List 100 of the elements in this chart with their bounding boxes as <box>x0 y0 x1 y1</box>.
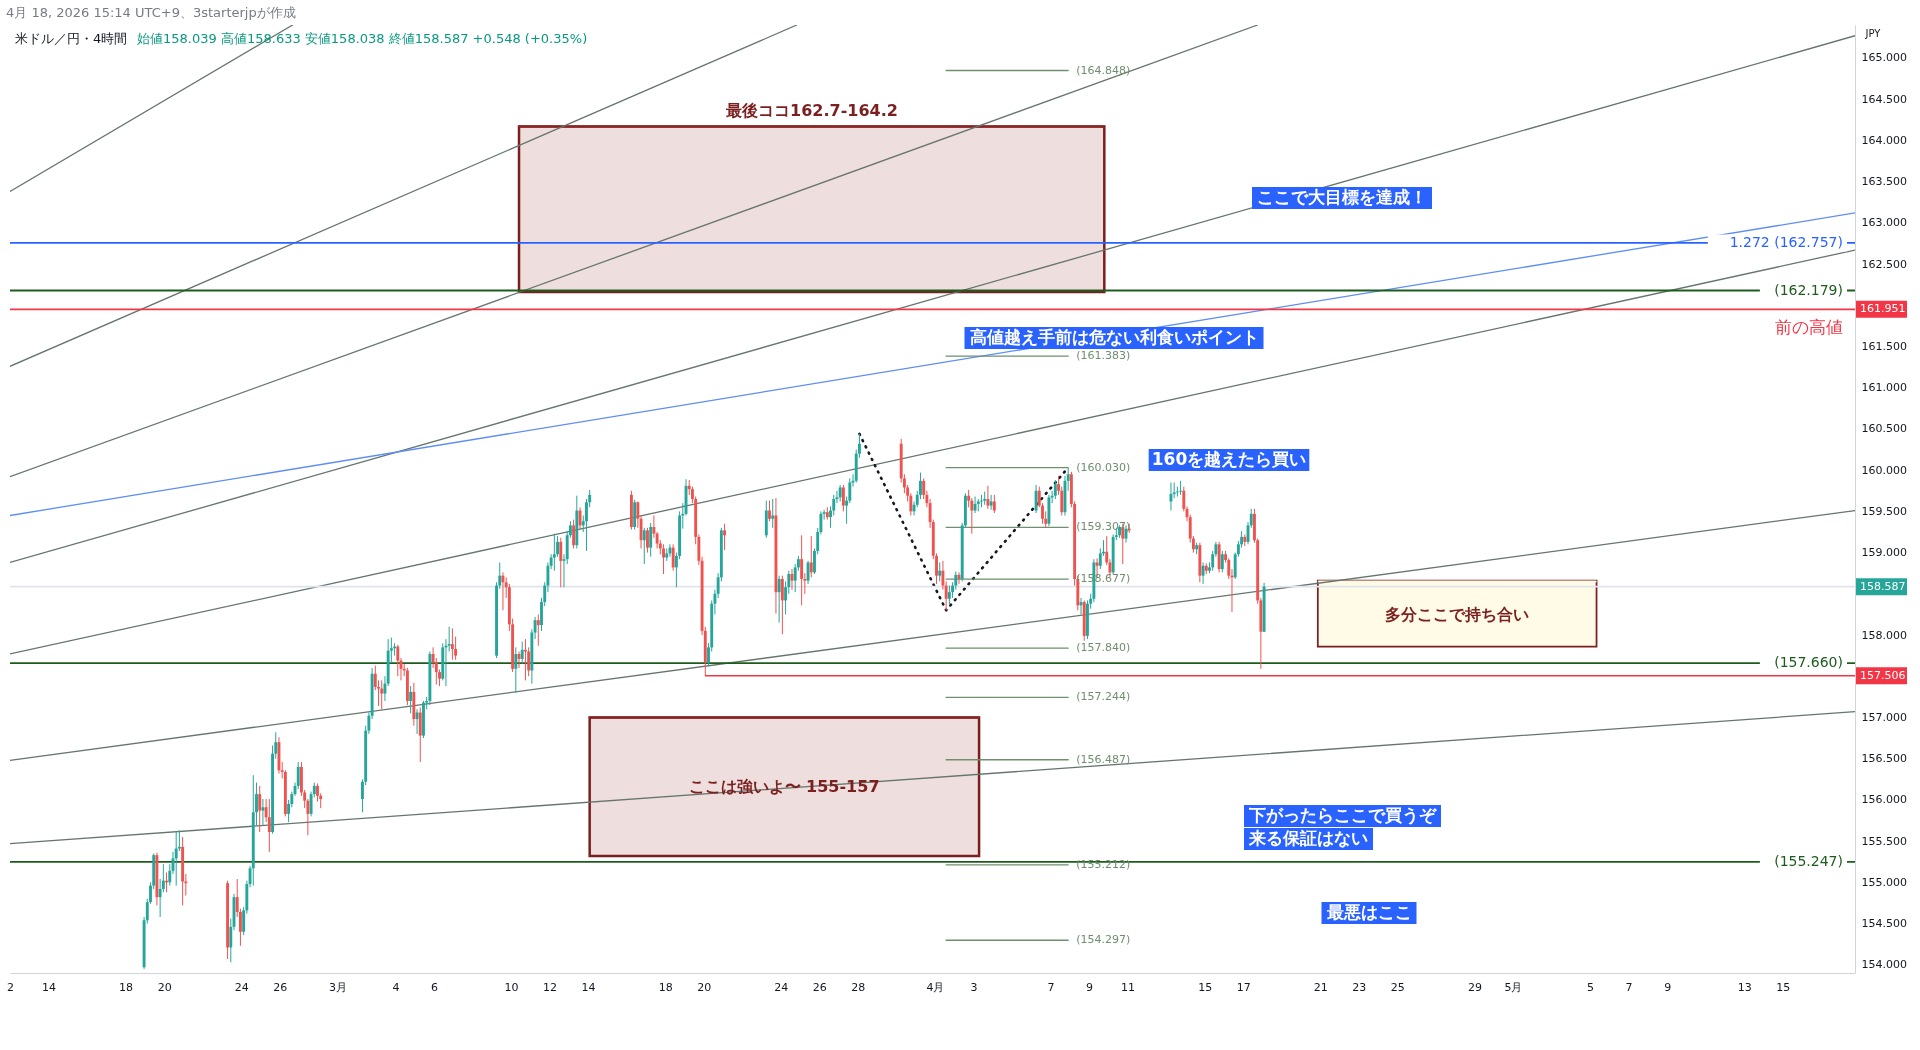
series-label: (164.848) <box>1076 63 1131 77</box>
candlestick <box>450 627 454 661</box>
x-tick-label: 14 <box>581 980 596 994</box>
ref-line-label: (162.179) <box>1774 281 1843 298</box>
candlestick <box>800 534 804 606</box>
candlestick <box>947 585 951 606</box>
x-tick-label: 5 <box>1587 980 1595 994</box>
y-tick-label: 159.000 <box>1861 546 1907 560</box>
y-tick-label: 164.500 <box>1861 92 1907 106</box>
x-tick-label: 4 <box>392 980 400 994</box>
x-tick-label: 28 <box>851 980 866 994</box>
y-tick-label: 163.500 <box>1861 175 1907 189</box>
x-tick-label: 18 <box>119 980 134 994</box>
candlestick <box>415 708 419 735</box>
y-tick-label: 162.500 <box>1861 257 1907 271</box>
x-tick-label: 29 <box>1467 980 1482 994</box>
candlestick <box>380 679 384 710</box>
y-tick-label: 161.951 <box>1860 302 1906 316</box>
candlestick <box>646 527 649 554</box>
candlestick <box>723 523 727 551</box>
x-tick-label: 14 <box>42 980 57 994</box>
candlestick <box>1179 480 1183 496</box>
y-axis-title: JPY <box>1864 27 1882 39</box>
x-tick-label: 12 <box>543 980 558 994</box>
chart-title: 米ドル／円・4時間 <box>15 31 128 46</box>
series-label: (157.244) <box>1076 690 1131 704</box>
x-tick-label: 24 <box>774 980 789 994</box>
x-tick-label: 7 <box>1625 980 1633 994</box>
chart-subtitle: 始値158.039 高値158.633 安値158.038 終値158.587 +0.548 (+0.35%) <box>137 31 588 46</box>
y-tick-label: 163.000 <box>1861 216 1907 230</box>
annotation: 高値越え手前は危ない利食いポイント <box>969 327 1259 347</box>
y-tick-label: 155.000 <box>1861 875 1907 889</box>
candlestick <box>1220 550 1224 573</box>
candlestick <box>552 533 556 572</box>
x-tick-label: 17 <box>1236 980 1251 994</box>
y-tick-label: 165.000 <box>1861 51 1907 65</box>
x-tick-label: 10 <box>504 980 519 994</box>
candlestick <box>174 831 178 887</box>
series-label: (157.840) <box>1076 641 1131 655</box>
candlestick <box>261 798 265 826</box>
y-tick-label: 158.000 <box>1861 628 1907 642</box>
x-tick-label: 23 <box>1352 980 1367 994</box>
candlestick <box>806 560 810 585</box>
x-tick-label: 2 <box>7 980 14 994</box>
ref-line-label: 1.272 (162.757) <box>1729 233 1843 250</box>
annotation: 下がったらここで買うぞ <box>1248 805 1438 825</box>
candlestick <box>777 575 781 624</box>
y-tick-label: 155.500 <box>1861 834 1907 848</box>
y-tick-label: 156.500 <box>1861 752 1907 766</box>
y-tick-label: 164.000 <box>1861 133 1907 147</box>
x-tick-label: 26 <box>812 980 827 994</box>
candlestick <box>989 494 993 511</box>
ref-line-label: (155.247) <box>1774 852 1843 869</box>
candlestick <box>523 638 527 681</box>
annotation: 最悪はここ <box>1325 902 1412 922</box>
x-tick-label: 15 <box>1776 980 1791 994</box>
y-tick-label: 159.500 <box>1861 504 1907 518</box>
annotation: 最後ココ162.7-164.2 <box>725 101 898 120</box>
annotation: ここで大目標を達成！ <box>1257 187 1427 207</box>
candlestick <box>768 500 771 522</box>
y-tick-label: 154.000 <box>1861 958 1907 972</box>
candlestick <box>809 535 813 578</box>
candlestick <box>520 641 524 665</box>
x-tick-label: 20 <box>697 980 712 994</box>
x-tick-label: 25 <box>1390 980 1405 994</box>
annotation: 来る保証はない <box>1248 828 1368 848</box>
y-tick-label: 158.587 <box>1860 579 1906 593</box>
x-tick-label: 4月 <box>926 980 945 994</box>
y-tick-label: 157.000 <box>1861 710 1907 724</box>
candlestick <box>662 543 665 575</box>
text: 4月 18, 2026 15:14 UTC+9、3starterjpが作成 <box>6 4 296 20</box>
candlestick <box>1034 484 1038 514</box>
candlestick <box>396 644 400 677</box>
y-tick-label: 156.000 <box>1861 793 1907 807</box>
x-tick-label: 26 <box>273 980 288 994</box>
series-label: (156.487) <box>1076 752 1131 766</box>
y-tick-label: 160.500 <box>1861 422 1907 436</box>
candlestick <box>1053 479 1057 500</box>
series-label: (160.030) <box>1076 460 1131 474</box>
candlestick <box>992 494 996 514</box>
y-tick-label: 161.500 <box>1861 340 1907 353</box>
x-tick-label: 13 <box>1737 980 1752 994</box>
x-tick-label: 3月 <box>329 980 348 994</box>
y-tick-label: 161.000 <box>1861 381 1907 395</box>
x-tick-label: 3 <box>970 980 978 994</box>
candlestick <box>258 785 262 833</box>
x-tick-label: 11 <box>1121 980 1136 994</box>
annotation: 160を越えたら買い <box>1151 449 1307 469</box>
annotation: 多分ここで持ち合い <box>1385 605 1529 624</box>
candlestick <box>559 537 563 588</box>
x-tick-label: 21 <box>1313 980 1328 994</box>
x-tick-label: 15 <box>1198 980 1213 994</box>
x-tick-label: 7 <box>1047 980 1055 994</box>
x-tick-label: 5月 <box>1504 980 1523 994</box>
annotation: 前の高値 <box>1775 317 1843 337</box>
x-tick-label: 24 <box>234 980 249 994</box>
candlestick <box>409 685 413 714</box>
y-tick-label: 154.500 <box>1861 917 1907 931</box>
candlestick <box>938 561 942 582</box>
x-tick-label: 6 <box>430 980 438 994</box>
